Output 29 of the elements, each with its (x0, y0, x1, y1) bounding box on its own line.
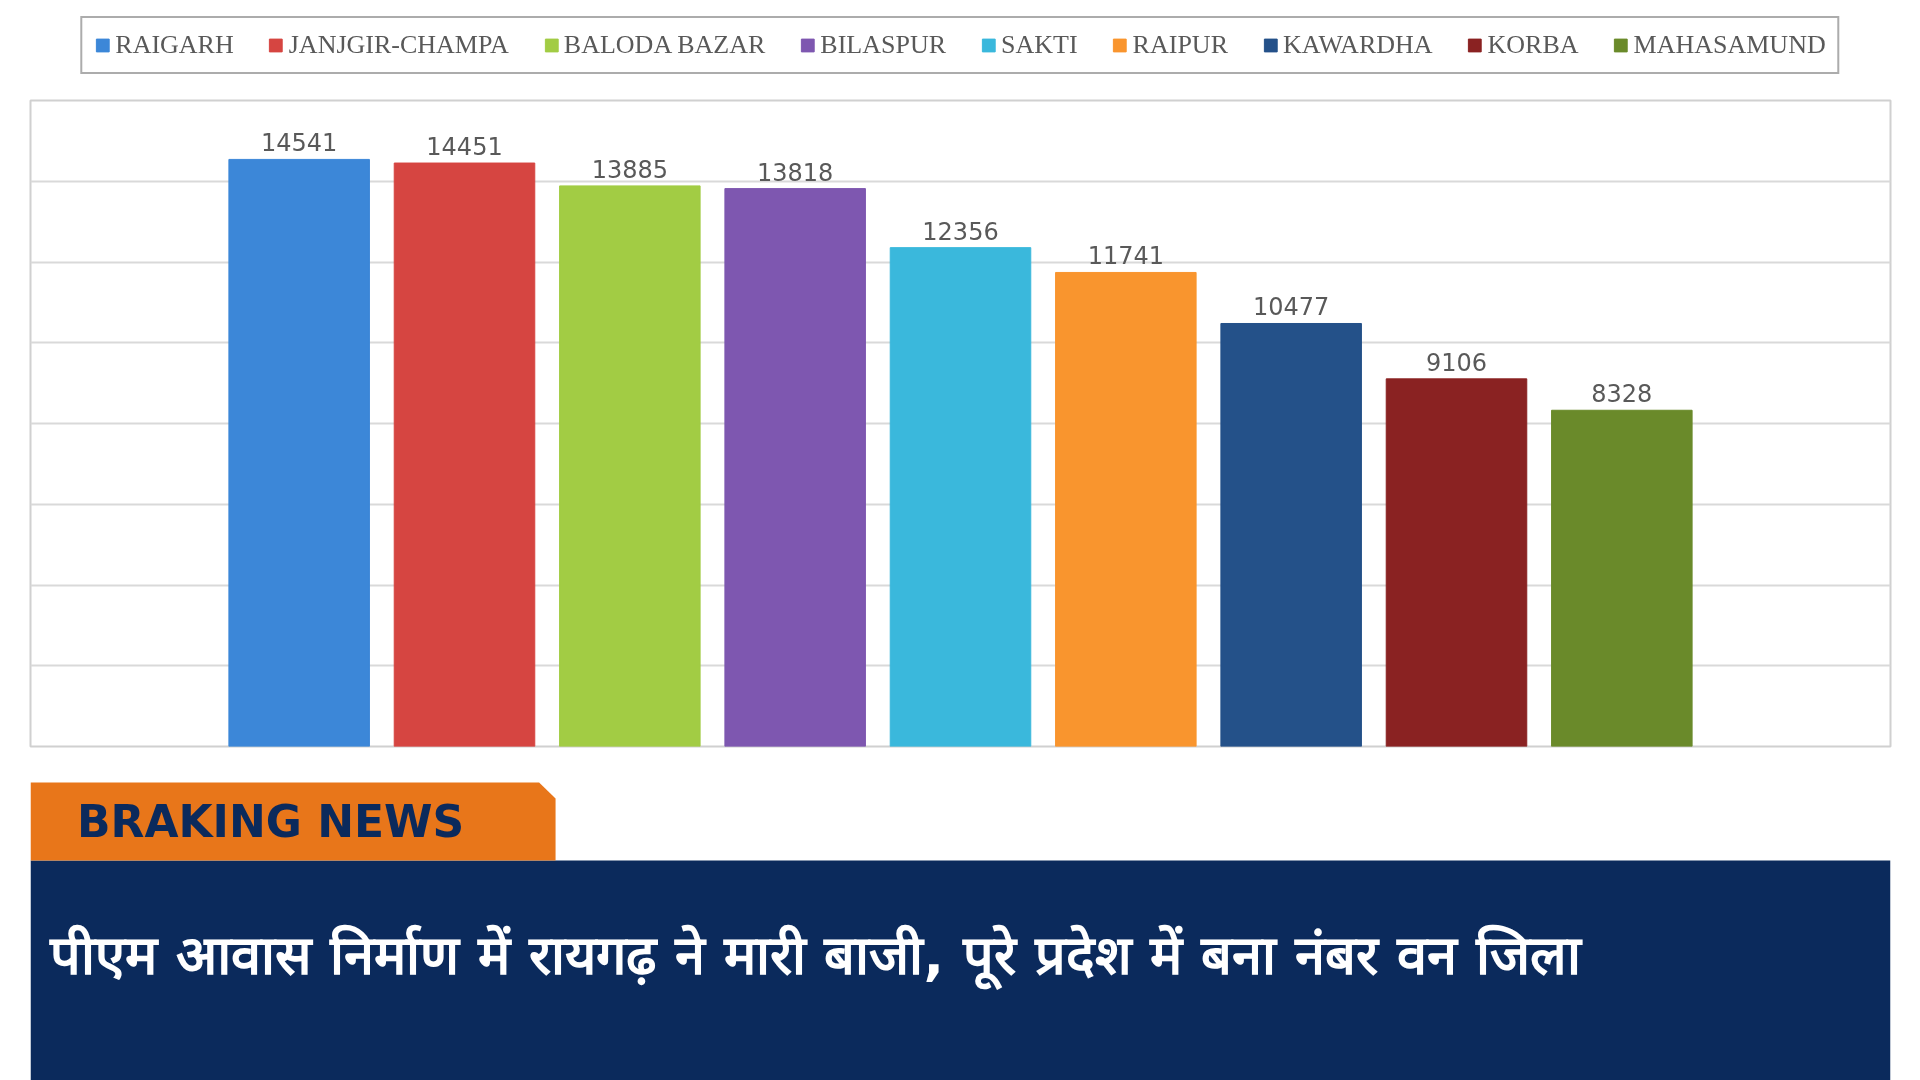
legend-label: RAIGARH (115, 30, 234, 60)
bar (1220, 322, 1362, 747)
bar (1055, 271, 1197, 747)
bar (1551, 409, 1693, 747)
bar (559, 185, 701, 747)
bar (393, 162, 536, 747)
data-label: 12356 (922, 217, 999, 246)
data-label: 14451 (426, 133, 503, 162)
text: पीएम आवास निर्माण में रायगढ़ ने मारी बाजी, पूरे प्रदेश में बना नंबर वन जिला (48, 924, 1583, 990)
legend-label: RAIPUR (1132, 30, 1228, 60)
legend-label: BILASPUR (820, 30, 947, 60)
data-label: 13885 (591, 155, 669, 184)
bar (889, 247, 1032, 747)
legend-label: KAWARDHA (1282, 30, 1433, 60)
bar (228, 158, 370, 747)
data-label: 13818 (756, 158, 834, 187)
bar (1385, 378, 1528, 747)
data-label: 14541 (260, 129, 338, 158)
legend-label: BALODA BAZAR (563, 30, 766, 60)
data-label: 8328 (1591, 380, 1653, 409)
legend-label: MAHASAMUND (1633, 30, 1826, 60)
data-label: 11741 (1087, 242, 1165, 271)
legend-label: JANJGIR-CHAMPA (288, 30, 509, 60)
legend-label: SAKTI (1001, 30, 1078, 60)
legend-label: KORBA (1487, 30, 1579, 60)
data-label: 10477 (1252, 293, 1330, 322)
bar (724, 188, 866, 747)
text: BRAKING NEWS (77, 796, 465, 847)
data-label: 9106 (1425, 348, 1488, 377)
